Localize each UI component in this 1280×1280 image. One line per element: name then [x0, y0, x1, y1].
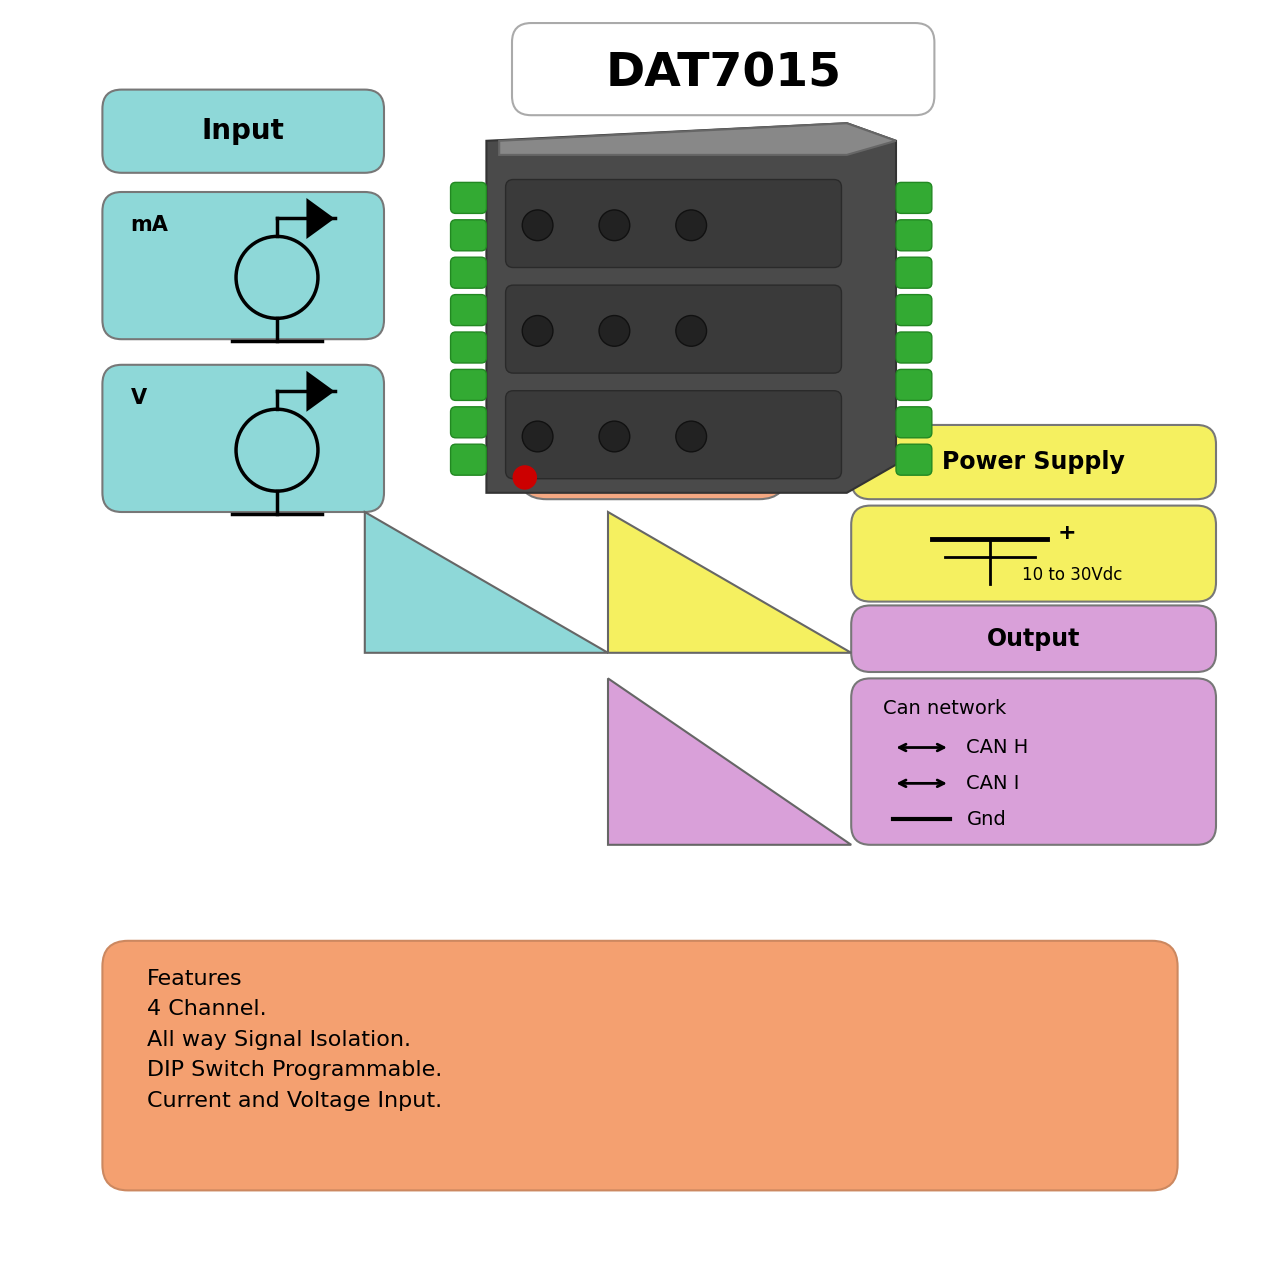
FancyBboxPatch shape	[451, 257, 486, 288]
Text: V: V	[131, 388, 147, 408]
FancyBboxPatch shape	[896, 220, 932, 251]
Polygon shape	[486, 123, 896, 493]
FancyBboxPatch shape	[896, 294, 932, 325]
Circle shape	[676, 210, 707, 241]
FancyBboxPatch shape	[451, 220, 486, 251]
Circle shape	[599, 421, 630, 452]
Text: Input: Input	[202, 118, 284, 145]
FancyBboxPatch shape	[851, 678, 1216, 845]
Text: +: +	[1057, 522, 1076, 543]
Polygon shape	[608, 512, 851, 653]
Circle shape	[522, 421, 553, 452]
Circle shape	[676, 315, 707, 347]
Text: Gnd: Gnd	[966, 810, 1006, 828]
FancyBboxPatch shape	[896, 332, 932, 364]
FancyBboxPatch shape	[451, 407, 486, 438]
FancyBboxPatch shape	[102, 192, 384, 339]
Polygon shape	[365, 512, 608, 653]
FancyBboxPatch shape	[506, 390, 841, 479]
Circle shape	[599, 315, 630, 347]
Text: CAN I: CAN I	[966, 774, 1020, 792]
Text: 10 to 30Vdc: 10 to 30Vdc	[1021, 566, 1123, 584]
FancyBboxPatch shape	[851, 605, 1216, 672]
Text: Output: Output	[987, 627, 1080, 650]
Circle shape	[676, 421, 707, 452]
FancyBboxPatch shape	[451, 294, 486, 325]
FancyBboxPatch shape	[851, 506, 1216, 602]
Text: Features
4 Channel.
All way Signal Isolation.
DIP Switch Programmable.
Current a: Features 4 Channel. All way Signal Isola…	[147, 969, 443, 1111]
FancyBboxPatch shape	[451, 183, 486, 214]
FancyBboxPatch shape	[451, 444, 486, 475]
FancyBboxPatch shape	[506, 179, 841, 268]
FancyBboxPatch shape	[518, 433, 787, 499]
Polygon shape	[306, 198, 334, 239]
FancyBboxPatch shape	[896, 370, 932, 401]
FancyBboxPatch shape	[102, 365, 384, 512]
FancyBboxPatch shape	[851, 425, 1216, 499]
Polygon shape	[499, 123, 896, 155]
FancyBboxPatch shape	[896, 444, 932, 475]
Text: DAT7015: DAT7015	[605, 51, 841, 97]
FancyBboxPatch shape	[102, 90, 384, 173]
FancyBboxPatch shape	[896, 257, 932, 288]
FancyBboxPatch shape	[102, 941, 1178, 1190]
Text: Power Supply: Power Supply	[942, 451, 1125, 474]
Text: CAN H: CAN H	[966, 739, 1029, 756]
FancyBboxPatch shape	[506, 285, 841, 374]
FancyBboxPatch shape	[451, 370, 486, 401]
Polygon shape	[306, 371, 334, 412]
Text: mA: mA	[131, 215, 169, 236]
Circle shape	[522, 210, 553, 241]
FancyBboxPatch shape	[896, 407, 932, 438]
Circle shape	[599, 210, 630, 241]
FancyBboxPatch shape	[451, 332, 486, 364]
Circle shape	[513, 466, 536, 489]
FancyBboxPatch shape	[896, 183, 932, 214]
Text: Can network: Can network	[883, 699, 1006, 718]
Polygon shape	[608, 678, 851, 845]
FancyBboxPatch shape	[512, 23, 934, 115]
Text: Isolation: Isolation	[598, 456, 708, 476]
Circle shape	[522, 315, 553, 347]
